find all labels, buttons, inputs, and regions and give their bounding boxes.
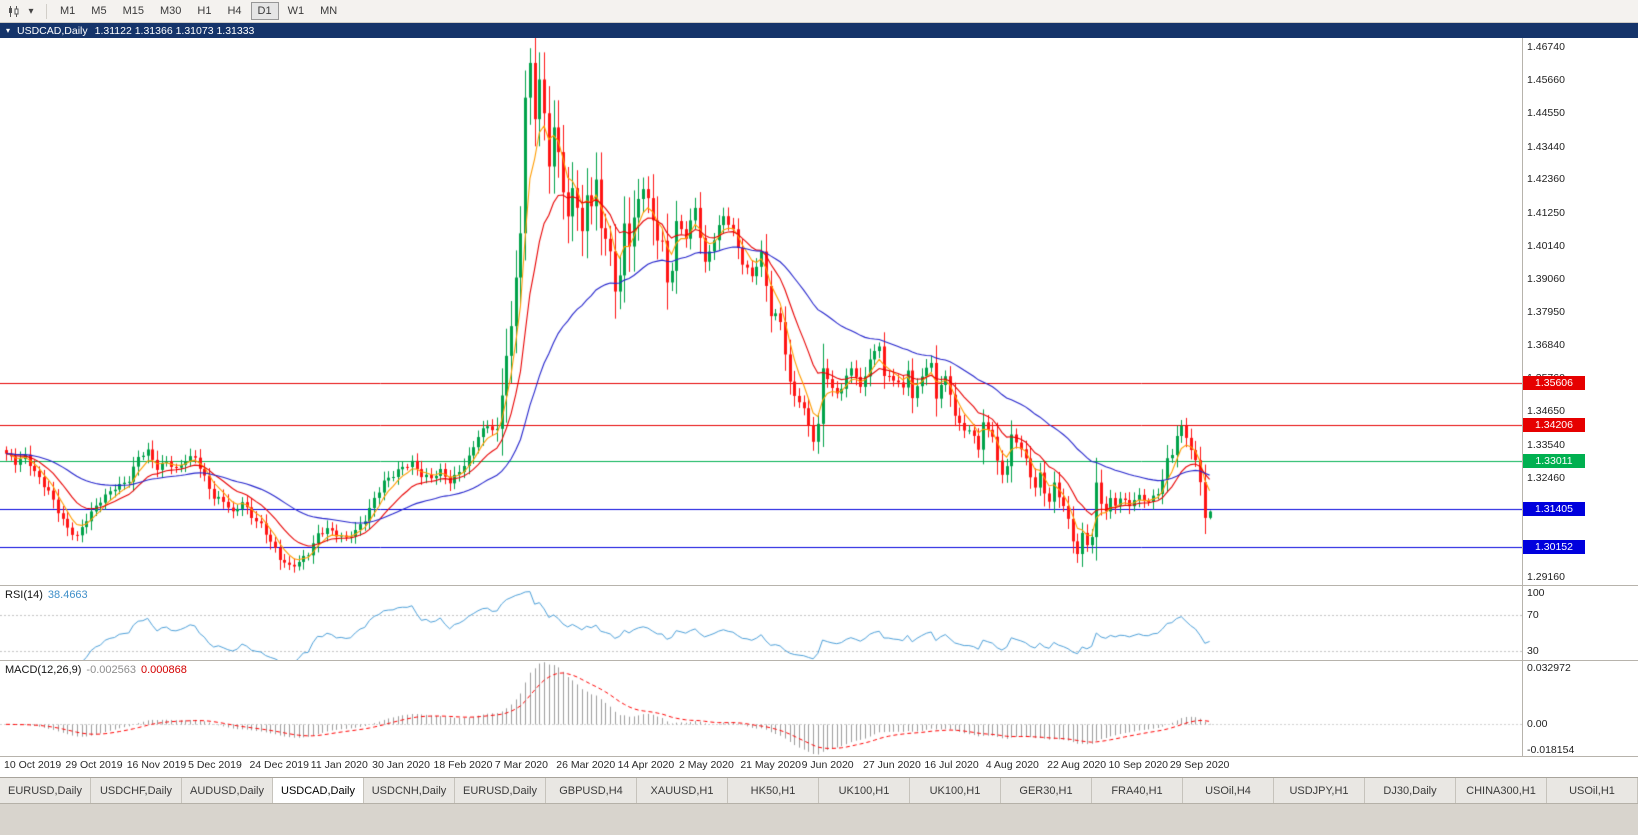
- macd-name: MACD(12,26,9): [5, 664, 82, 676]
- main-price-chart[interactable]: [0, 38, 1522, 585]
- time-axis-label: 4 Aug 2020: [985, 759, 1039, 771]
- time-axis-label: 21 May 2020: [740, 759, 802, 771]
- chart-tab-usoil-h1[interactable]: USOil,H1: [1547, 778, 1638, 803]
- price-axis-tick: 1.44550: [1527, 107, 1565, 120]
- chart-tab-uk100-h1[interactable]: UK100,H1: [819, 778, 910, 803]
- timeframe-button-mn[interactable]: MN: [313, 2, 344, 20]
- chart-tab-usdcnh-daily[interactable]: USDCNH,Daily: [364, 778, 455, 803]
- rsi-axis-tick: 30: [1527, 645, 1539, 658]
- price-axis-tick: 1.34650: [1527, 405, 1565, 418]
- chart-tab-usdjpy-h1[interactable]: USDJPY,H1: [1274, 778, 1365, 803]
- macd-indicator-panel[interactable]: [0, 661, 1522, 756]
- price-axis-tick: 1.37950: [1527, 306, 1565, 318]
- chart-tab-gbpusd-h4[interactable]: GBPUSD,H4: [546, 778, 637, 803]
- chart-tab-xauusd-h1[interactable]: XAUUSD,H1: [637, 778, 728, 803]
- rsi-axis-tick: 100: [1527, 587, 1545, 599]
- macd-signal-value: 0.000868: [140, 664, 187, 676]
- level-price-tag: 1.33011: [1523, 453, 1585, 468]
- level-price-tag: 1.35606: [1523, 375, 1585, 390]
- timeframe-button-m15[interactable]: M15: [116, 2, 151, 20]
- rsi-axis-tick: 70: [1527, 609, 1539, 622]
- chart-tab-china300-h1[interactable]: CHINA300,H1: [1456, 778, 1547, 803]
- price-axis-tick: 1.41250: [1527, 206, 1565, 219]
- timeframe-button-m1[interactable]: M1: [53, 2, 82, 20]
- level-price-tag: 1.31405: [1523, 502, 1585, 517]
- price-axis-tick: 1.43440: [1527, 140, 1565, 153]
- price-axis-tick: 1.29160: [1527, 571, 1565, 583]
- price-axis-tick: 1.33540: [1527, 438, 1565, 451]
- timeframe-button-m30[interactable]: M30: [153, 2, 188, 20]
- time-axis-label: 14 Apr 2020: [617, 759, 675, 771]
- chart-window-titlebar: ▾ USDCAD,Daily 1.31122 1.31366 1.31073 1…: [0, 23, 1638, 38]
- macd-label: MACD(12,26,9) -0.002563 0.000868: [5, 664, 187, 676]
- price-axis-tick: 1.40140: [1527, 239, 1565, 252]
- chart-tab-audusd-daily[interactable]: AUDUSD,Daily: [182, 778, 273, 803]
- time-axis-label: 5 Dec 2019: [188, 759, 242, 771]
- chart-title-ohlc: 1.31122 1.31366 1.31073 1.31333: [94, 24, 255, 37]
- price-axis-tick: 1.46740: [1527, 41, 1565, 53]
- time-axis-label: 30 Jan 2020: [372, 759, 430, 771]
- price-axis-line: [1522, 38, 1523, 756]
- time-axis-label: 18 Feb 2020: [433, 759, 493, 771]
- chart-tab-fra40-h1[interactable]: FRA40,H1: [1092, 778, 1183, 803]
- time-axis-label: 7 Mar 2020: [494, 759, 548, 771]
- timeframe-toolbar: ▾ M1 M5 M15 M30 H1 H4 D1 W1 MN: [0, 0, 1638, 23]
- chart-tab-dj30-daily[interactable]: DJ30,Daily: [1365, 778, 1456, 803]
- macd-axis-tick: 0.032972: [1527, 662, 1571, 674]
- chevron-down-icon[interactable]: ▾: [28, 5, 34, 17]
- chart-tab-ger30-h1[interactable]: GER30,H1: [1001, 778, 1092, 803]
- toolbar-separator: [46, 3, 47, 19]
- time-axis-label: 11 Jan 2020: [310, 759, 368, 771]
- chart-tab-usdchf-daily[interactable]: USDCHF,Daily: [91, 778, 182, 803]
- time-axis-label: 16 Nov 2019: [126, 759, 187, 771]
- level-price-tag: 1.34206: [1523, 417, 1585, 432]
- status-bar: [0, 803, 1638, 835]
- time-axis-label: 16 Jul 2020: [924, 759, 979, 771]
- time-axis-label: 10 Sep 2020: [1108, 759, 1169, 771]
- timeframe-button-m5[interactable]: M5: [84, 2, 113, 20]
- price-axis-tick: 1.45660: [1527, 73, 1565, 86]
- timeframe-button-d1[interactable]: D1: [250, 2, 279, 20]
- macd-main-value: -0.002563: [86, 664, 136, 676]
- time-axis-label: 9 Jun 2020: [801, 759, 854, 771]
- chart-tab-usoil-h4[interactable]: USOil,H4: [1183, 778, 1274, 803]
- time-axis-label: 26 Mar 2020: [556, 759, 616, 771]
- candlestick-chart-icon[interactable]: [4, 2, 22, 20]
- chart-tab-uk100-h1[interactable]: UK100,H1: [910, 778, 1001, 803]
- chart-tab-eurusd-daily[interactable]: EURUSD,Daily: [0, 778, 91, 803]
- time-axis-label: 27 Jun 2020: [863, 759, 921, 771]
- timeframe-button-h1[interactable]: H1: [190, 2, 218, 20]
- timeframe-button-h4[interactable]: H4: [220, 2, 248, 20]
- time-axis-label: 10 Oct 2019: [4, 759, 62, 771]
- rsi-name: RSI(14): [5, 589, 43, 601]
- rsi-label: RSI(14) 38.4663: [5, 589, 88, 601]
- chart-tab-eurusd-daily[interactable]: EURUSD,Daily: [455, 778, 546, 803]
- chart-tabs-bar: EURUSD,Daily USDCHF,Daily AUDUSD,Daily USDC…: [0, 777, 1638, 803]
- rsi-indicator-panel[interactable]: [0, 586, 1522, 660]
- price-axis-tick: 1.32460: [1527, 471, 1565, 484]
- rsi-value: 38.4663: [47, 589, 88, 601]
- level-price-tag: 1.30152: [1523, 540, 1585, 555]
- time-axis-label: 2 May 2020: [678, 759, 734, 771]
- timeframe-buttons: M1 M5 M15 M30 H1 H4 D1 W1 MN: [53, 2, 346, 20]
- time-axis-label: 29 Oct 2019: [65, 759, 123, 771]
- macd-axis-tick: 0.00: [1527, 718, 1548, 731]
- chart-tab-usdcad-daily[interactable]: USDCAD,Daily: [273, 778, 364, 803]
- time-axis-label: 22 Aug 2020: [1047, 759, 1107, 771]
- price-axis-tick: 1.39060: [1527, 272, 1565, 285]
- chart-tab-hk50-h1[interactable]: HK50,H1: [728, 778, 819, 803]
- chart-title-symbol: USDCAD,Daily: [17, 24, 88, 37]
- time-axis-label: 29 Sep 2020: [1169, 759, 1230, 771]
- panel-separator[interactable]: [0, 585, 1638, 586]
- time-axis-label: 24 Dec 2019: [249, 759, 309, 771]
- timeframe-button-w1[interactable]: W1: [281, 2, 312, 20]
- macd-axis-tick: -0.018154: [1527, 744, 1575, 756]
- price-axis-tick: 1.36840: [1527, 339, 1565, 352]
- price-axis-tick: 1.42360: [1527, 173, 1565, 186]
- panel-separator[interactable]: [0, 660, 1638, 661]
- panel-separator: [0, 756, 1638, 757]
- window-menu-icon[interactable]: ▾: [6, 26, 11, 35]
